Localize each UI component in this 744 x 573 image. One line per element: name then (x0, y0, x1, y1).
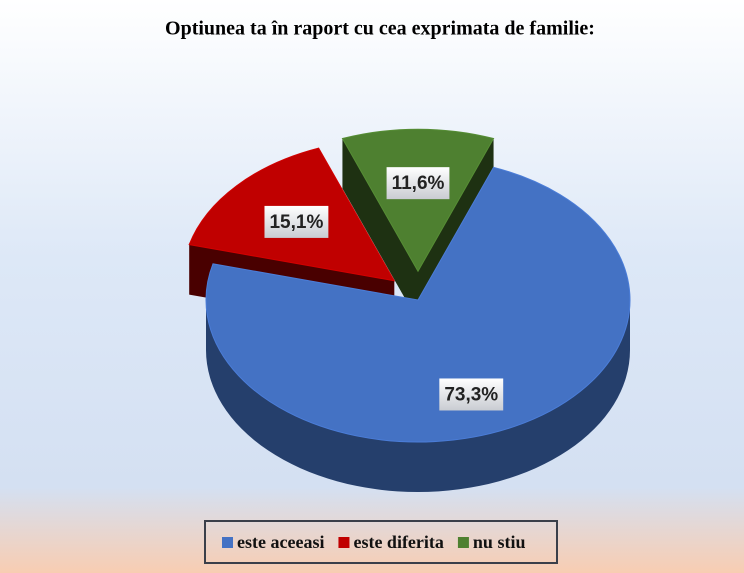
data-label: 15,1% (269, 212, 323, 233)
legend-label: nu stiu (473, 532, 526, 552)
data-label-box (264, 205, 329, 238)
legend-label: este diferita (353, 532, 443, 552)
data-label-box (386, 167, 450, 200)
legend-marker (457, 537, 469, 548)
chart-title: Optiunea ta în raport cu cea exprimata d… (165, 18, 595, 40)
slice-top (341, 128, 495, 273)
legend-box (204, 520, 558, 564)
slice: 73,3% (205, 166, 631, 492)
legend-marker (338, 537, 350, 548)
slice: 11,6% (341, 128, 495, 322)
data-label-box (439, 378, 504, 411)
slice-side (342, 138, 418, 322)
legend-marker (222, 537, 233, 548)
legend-label: este aceeasi (237, 532, 324, 552)
data-label: 11,6% (392, 173, 445, 194)
data-label: 73,3% (444, 384, 498, 405)
legend: este aceeasi este diferita nu stiu (222, 532, 525, 552)
pie: 11,6% 15,1% 73,3% (188, 128, 631, 492)
slice-wall (206, 300, 630, 492)
slice-top (205, 166, 631, 443)
